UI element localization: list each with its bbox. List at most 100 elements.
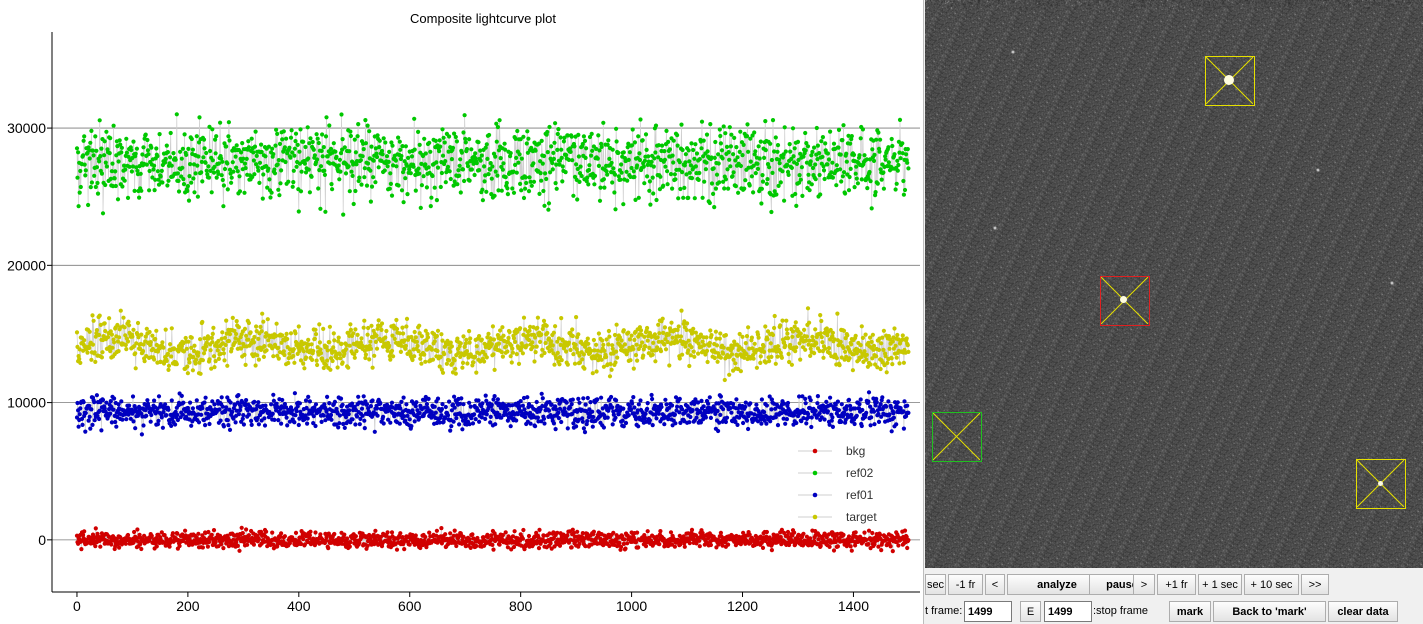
data-point-ref02	[181, 182, 187, 187]
data-point-target	[327, 324, 332, 329]
data-point-target	[244, 333, 249, 338]
data-point-bkg	[541, 533, 547, 538]
data-point-target	[482, 359, 487, 364]
data-point-ref02	[230, 160, 235, 165]
data-point-target	[507, 329, 512, 335]
data-point-bkg	[682, 544, 687, 549]
data-point-target	[144, 326, 149, 331]
data-point-target	[642, 334, 647, 339]
data-point-target	[401, 331, 406, 336]
data-point-ref01	[236, 412, 241, 417]
data-point-bkg	[293, 530, 299, 536]
data-point-target	[314, 358, 319, 363]
data-point-ref02	[78, 184, 83, 190]
data-point-bkg	[741, 530, 746, 535]
data-point-target	[693, 330, 699, 335]
data-point-target	[210, 340, 215, 345]
data-point-target	[847, 356, 852, 361]
data-point-ref01	[173, 422, 178, 427]
data-point-ref01	[111, 407, 116, 412]
data-point-bkg	[139, 546, 144, 552]
data-point-target	[715, 359, 720, 364]
data-point-ref01	[417, 410, 422, 416]
data-point-ref01	[562, 406, 567, 411]
data-point-target	[638, 328, 644, 333]
data-point-ref01	[764, 421, 769, 426]
data-point-ref01	[541, 416, 547, 421]
data-point-ref01	[388, 420, 393, 425]
data-point-target	[499, 350, 504, 355]
data-point-target	[91, 318, 96, 323]
data-point-ref01	[759, 397, 765, 402]
data-point-ref01	[493, 422, 498, 427]
data-point-target	[150, 333, 155, 338]
data-point-target	[100, 350, 105, 355]
data-point-target	[818, 331, 823, 336]
data-point-ref02	[83, 168, 88, 173]
data-point-target	[337, 352, 342, 357]
data-point-target	[248, 330, 253, 335]
data-point-target	[520, 351, 526, 356]
data-point-target	[453, 371, 458, 376]
data-point-ref01	[77, 412, 82, 417]
data-point-target	[717, 336, 722, 341]
data-point-ref01	[256, 400, 261, 405]
data-point-target	[849, 342, 854, 347]
data-point-target	[192, 343, 197, 348]
data-point-ref01	[887, 412, 892, 417]
data-point-ref01	[670, 403, 675, 408]
data-point-ref02	[204, 168, 209, 173]
data-point-ref02	[269, 190, 274, 195]
data-point-ref02	[151, 167, 156, 172]
data-point-target	[193, 361, 198, 366]
data-point-ref01	[645, 401, 650, 406]
data-point-ref01	[673, 421, 678, 426]
data-point-ref02	[173, 157, 178, 162]
data-point-ref01	[237, 408, 243, 413]
data-point-ref01	[313, 402, 319, 407]
data-point-target	[667, 363, 672, 368]
data-point-target	[582, 366, 587, 371]
data-point-ref02	[145, 137, 150, 143]
data-point-target	[287, 351, 292, 356]
data-point-target	[594, 369, 599, 374]
data-point-target	[535, 325, 540, 330]
data-point-bkg	[206, 540, 212, 545]
data-point-target	[447, 358, 452, 363]
data-point-target	[209, 335, 214, 340]
data-point-bkg	[853, 530, 858, 535]
data-point-ref02	[276, 158, 281, 163]
data-point-target	[74, 330, 80, 335]
data-point-bkg	[278, 534, 283, 540]
data-point-ref02	[323, 209, 328, 214]
data-point-ref01	[292, 420, 297, 425]
data-point-ref01	[368, 404, 373, 409]
data-point-target	[778, 323, 783, 328]
data-point-ref02	[226, 120, 231, 125]
data-point-target	[566, 340, 572, 345]
data-point-ref02	[301, 139, 306, 144]
data-point-ref01	[217, 407, 222, 412]
data-point-ref01	[577, 400, 582, 405]
data-point-ref01	[864, 410, 869, 415]
data-point-bkg	[256, 537, 261, 542]
data-point-ref01	[632, 405, 637, 410]
data-point-target	[196, 350, 201, 355]
data-point-bkg	[748, 540, 753, 545]
data-point-target	[607, 334, 612, 339]
data-point-target	[568, 347, 573, 353]
data-point-target	[369, 323, 374, 328]
data-point-ref02	[224, 144, 229, 149]
data-point-target	[574, 315, 579, 320]
data-point-ref01	[858, 397, 863, 402]
data-point-ref02	[282, 145, 287, 150]
data-point-bkg	[643, 544, 649, 549]
data-point-ref01	[891, 411, 896, 416]
data-point-target	[643, 344, 648, 349]
data-point-target	[391, 354, 396, 359]
data-point-target	[709, 333, 714, 338]
data-point-ref02	[337, 157, 342, 162]
data-point-ref02	[186, 146, 191, 151]
data-point-target	[596, 331, 602, 336]
data-point-bkg	[686, 531, 691, 536]
